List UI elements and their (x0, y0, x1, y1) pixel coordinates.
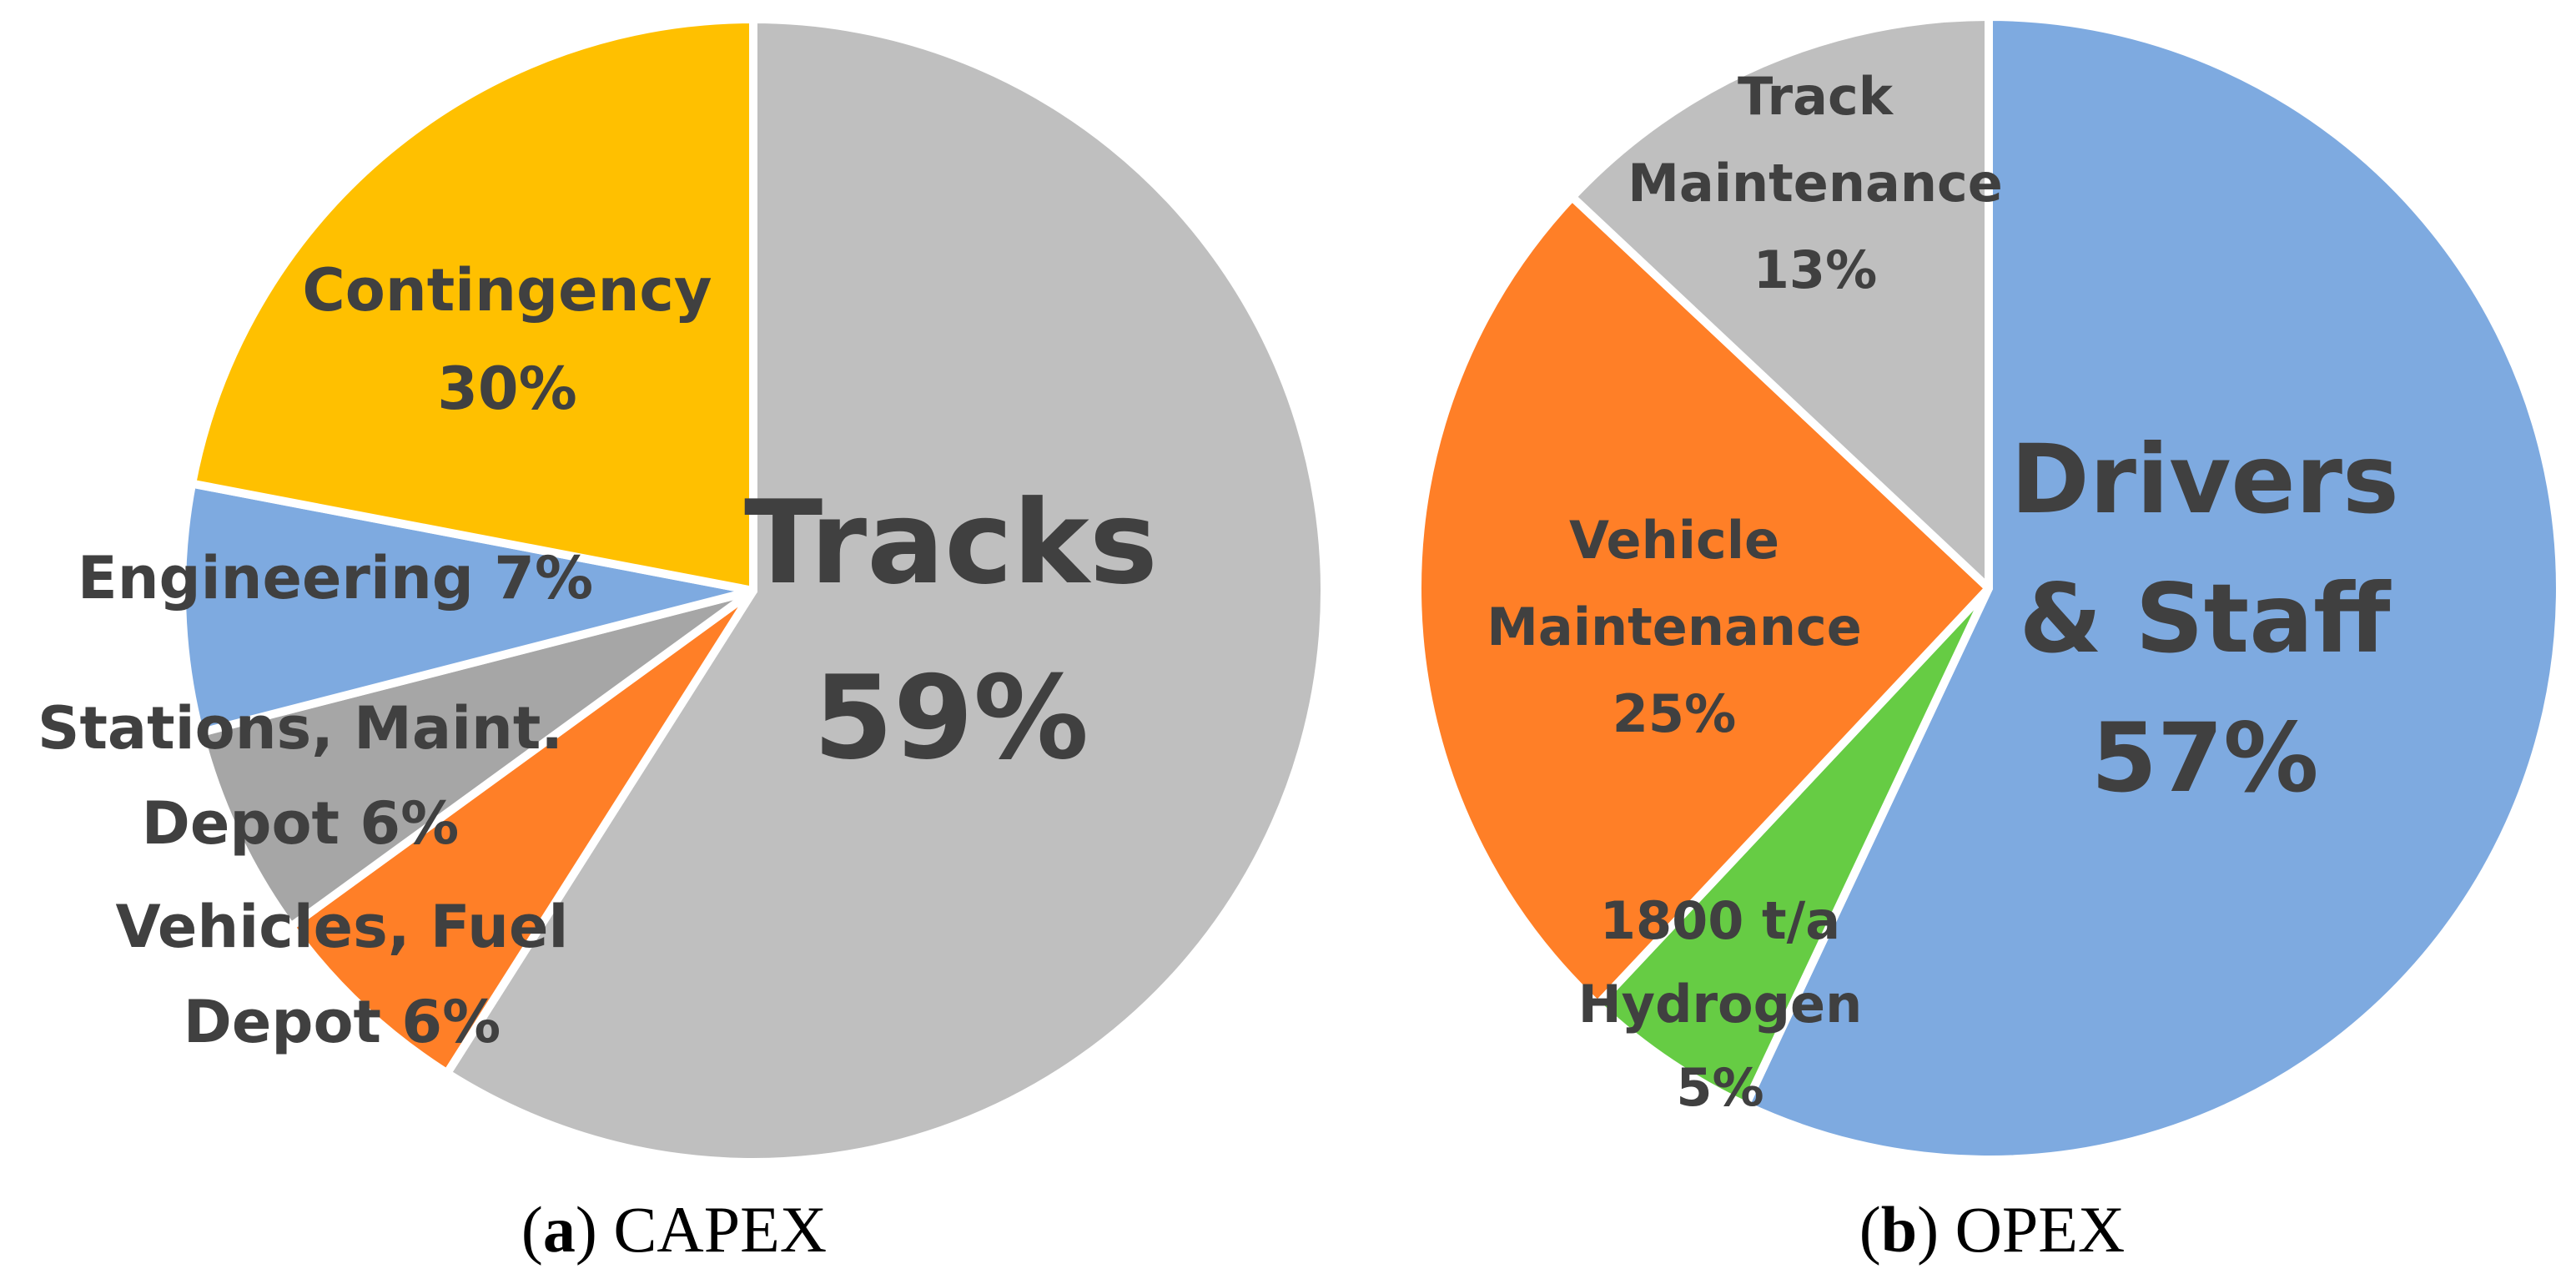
opex-pie-chart: Drivers & Staff 57% 1800 t/a Hydrogen 5% Vehic… (1413, 13, 2564, 1164)
capex-label-line: Contingency (302, 256, 712, 325)
opex-caption-text: OPEX (1955, 1193, 2126, 1266)
capex-label-line: Depot 6% (184, 988, 501, 1056)
capex-slice-tracks (442, 15, 1329, 1166)
opex-slice-1800-t-a (1593, 584, 1993, 1110)
capex-label-tracks: Tracks 59% (744, 476, 1158, 785)
capex-label-line: 30% (437, 355, 577, 423)
opex-label-line: Drivers (2010, 424, 2399, 535)
opex-label-line: Maintenance (1628, 153, 2003, 214)
opex-panel-letter: b (1881, 1193, 1917, 1266)
capex-label-line: 59% (813, 651, 1089, 785)
capex-pie-chart: Tracks 59%Vehicles, Fuel Depot 6%Stations,… (38, 15, 1329, 1166)
opex-label-drivers: Drivers & Staff 57% (2010, 424, 2399, 813)
capex-label-contingency: Contingency 30% (302, 256, 712, 423)
opex-caption: (b) OPEX (1859, 1193, 2126, 1266)
capex-label-stations-maint: Stations, Maint. Depot 6% (38, 694, 563, 858)
capex-label-line: Stations, Maint. (38, 694, 563, 763)
capex-label-line: Vehicles, Fuel (116, 893, 569, 961)
opex-label-line: & Staff (2020, 563, 2392, 674)
opex-label-1800-t-a: 1800 t/a Hydrogen 5% (1578, 890, 1862, 1118)
capex-label-line: Engineering 7% (78, 544, 593, 612)
capex-caption-text: CAPEX (613, 1193, 827, 1266)
capex-slice-vehicles-fuel (286, 587, 757, 1078)
opex-label-line: 1800 t/a (1600, 890, 1840, 951)
capex-label-line: Tracks (744, 476, 1158, 610)
opex-label-line: 25% (1613, 683, 1736, 744)
opex-label-vehicle: Vehicle Maintenance 25% (1487, 510, 1862, 744)
opex-slice-track (1567, 13, 1993, 592)
opex-label-line: Vehicle (1569, 510, 1779, 571)
opex-label-track: Track Maintenance 13% (1628, 66, 2003, 300)
capex-slice-engineering-7 (177, 479, 757, 738)
capex-slice-contingency (188, 15, 757, 595)
opex-label-line: Track (1738, 66, 1894, 127)
capex-slice-stations-maint (195, 587, 757, 931)
opex-label-line: Hydrogen (1578, 974, 1862, 1035)
opex-label-line: 5% (1676, 1057, 1763, 1118)
opex-slice-drivers (1741, 13, 2564, 1164)
opex-label-line: 57% (2091, 702, 2319, 813)
opex-label-line: 13% (1753, 239, 1877, 300)
capex-label-vehicles-fuel: Vehicles, Fuel Depot 6% (116, 893, 569, 1056)
opex-label-line: Maintenance (1487, 597, 1862, 657)
capex-panel-letter: a (543, 1193, 576, 1266)
opex-slice-vehicle (1413, 193, 1993, 1010)
capex-label-engineering-7: Engineering 7% (78, 544, 593, 612)
capex-caption: (a) CAPEX (521, 1193, 827, 1266)
capex-label-line: Depot 6% (142, 789, 459, 858)
